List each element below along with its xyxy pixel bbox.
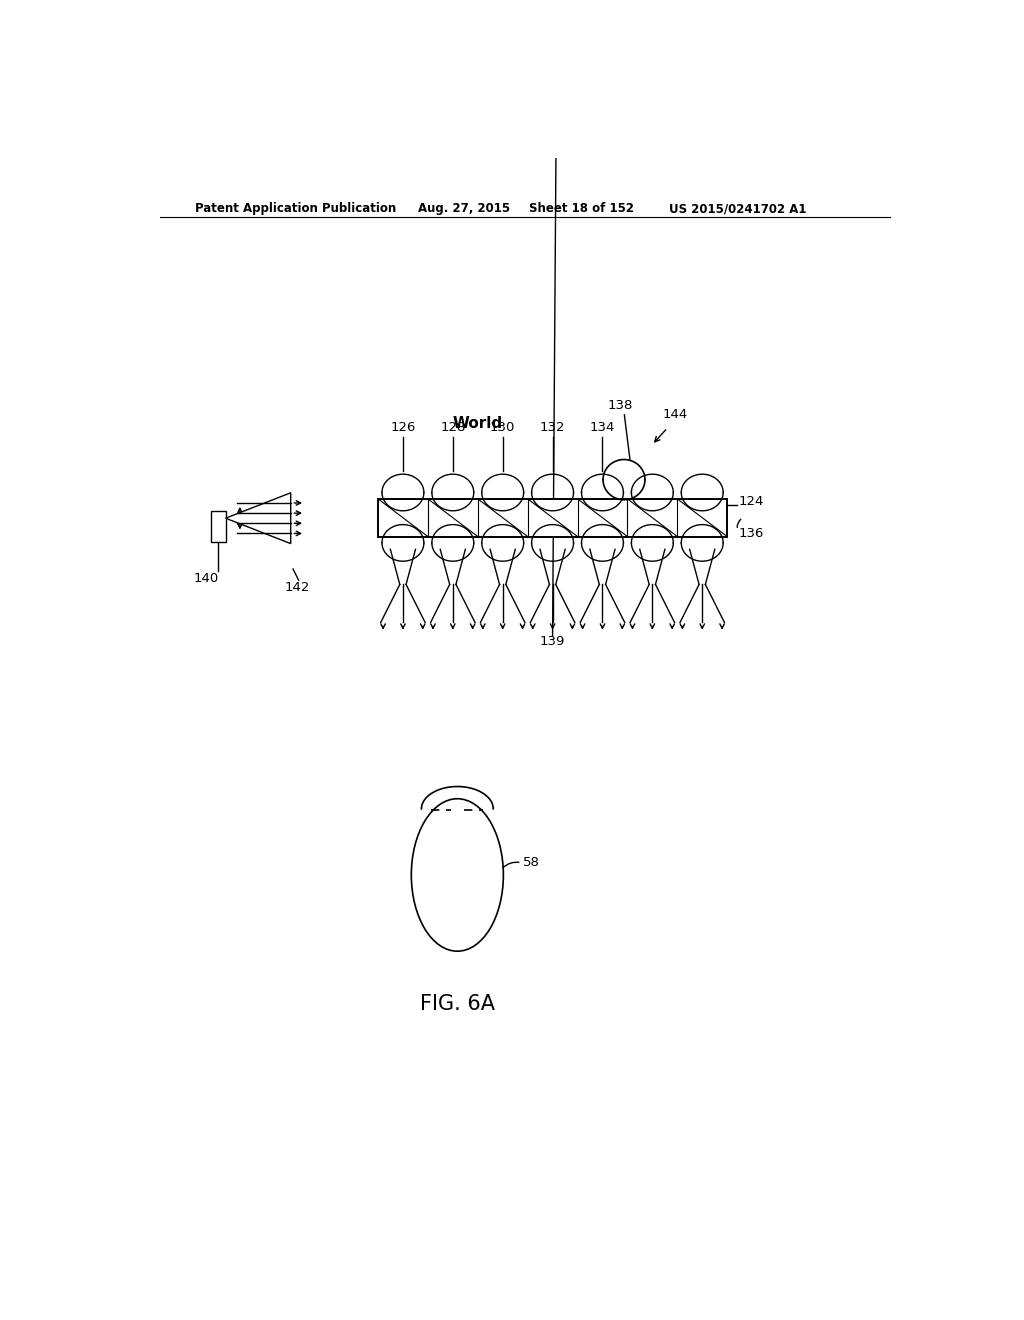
Text: 134: 134 (590, 421, 615, 434)
Text: 138: 138 (607, 399, 633, 412)
Ellipse shape (412, 799, 504, 952)
Text: 132: 132 (540, 421, 565, 434)
Polygon shape (225, 492, 291, 544)
Text: Patent Application Publication: Patent Application Publication (196, 202, 396, 215)
Text: 130: 130 (490, 421, 515, 434)
Text: FIG. 6A: FIG. 6A (420, 994, 495, 1014)
Text: 142: 142 (285, 581, 309, 594)
Text: Sheet 18 of 152: Sheet 18 of 152 (528, 202, 634, 215)
Bar (378, 499, 727, 536)
Text: 144: 144 (663, 408, 687, 421)
Text: 140: 140 (194, 572, 218, 585)
Text: Aug. 27, 2015: Aug. 27, 2015 (418, 202, 510, 215)
Text: US 2015/0241702 A1: US 2015/0241702 A1 (670, 202, 807, 215)
Bar (211, 511, 225, 541)
Text: 124: 124 (738, 495, 764, 508)
Text: 128: 128 (440, 421, 466, 434)
Text: 136: 136 (738, 527, 764, 540)
Text: 58: 58 (523, 857, 540, 870)
Text: World: World (453, 416, 502, 430)
Text: 126: 126 (390, 421, 416, 434)
Text: 139: 139 (540, 635, 565, 648)
